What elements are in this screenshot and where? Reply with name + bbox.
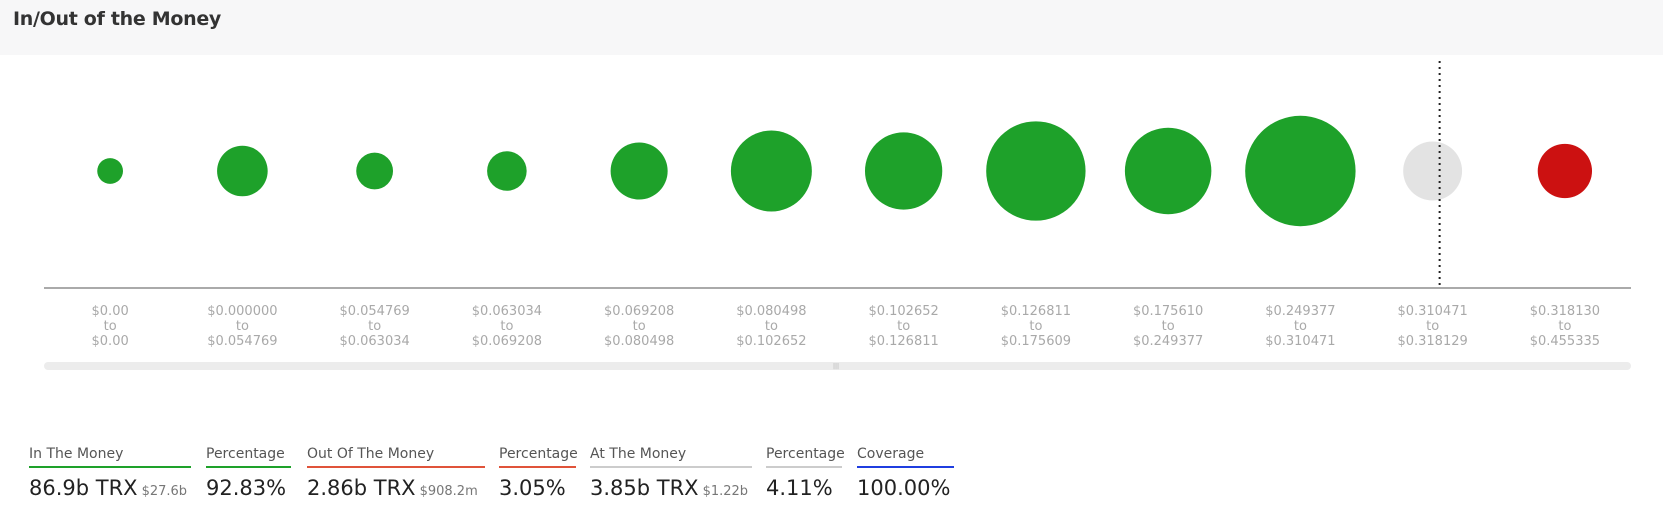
stat-value-main: 3.85b TRX xyxy=(590,476,699,500)
bubble-in-the-money[interactable] xyxy=(1245,115,1356,227)
card-title: In/Out of the Money xyxy=(13,8,222,30)
tick-label-to: $0.126811 xyxy=(868,334,938,349)
stat-label: Percentage xyxy=(499,446,578,468)
tick-label-to: $0.318129 xyxy=(1397,334,1467,349)
tick-label-from: $0.063034 xyxy=(472,304,542,319)
stat-label: Out Of The Money xyxy=(307,446,485,468)
tick-label-connector: to xyxy=(633,319,646,334)
stat-value-main: 4.11% xyxy=(766,476,833,500)
bubble-in-the-money[interactable] xyxy=(610,142,668,200)
bubble-in-the-money[interactable] xyxy=(1124,127,1212,215)
tick-label-from: $0.126811 xyxy=(1001,304,1071,319)
stat-label: In The Money xyxy=(29,446,191,468)
stat-value: 3.85b TRX $1.22b xyxy=(590,476,752,500)
stat-label: Percentage xyxy=(206,446,291,468)
tick-label-connector: to xyxy=(1162,319,1175,334)
bubble-in-the-money[interactable] xyxy=(487,151,527,191)
stat-coverage: Coverage 100.00% xyxy=(857,446,954,500)
tick-label-to: $0.310471 xyxy=(1265,334,1335,349)
tick-label-connector: to xyxy=(104,319,117,334)
bubble-in-the-money[interactable] xyxy=(97,158,124,184)
stat-in-the-money: In The Money 86.9b TRX $27.6b xyxy=(29,446,191,500)
stat-value-main: 3.05% xyxy=(499,476,566,500)
tick-label-connector: to xyxy=(1426,319,1439,334)
tick-label-to: $0.175609 xyxy=(1001,334,1071,349)
card-header: In/Out of the Money xyxy=(0,0,1663,55)
tick-label-to: $0.455335 xyxy=(1530,334,1600,349)
bubble-in-the-money[interactable] xyxy=(730,130,812,212)
tick-label-from: $0.000000 xyxy=(207,304,277,319)
tick-label-from: $0.00 xyxy=(92,304,129,319)
tick-label-to: $0.249377 xyxy=(1133,334,1203,349)
tick-label-to: $0.102652 xyxy=(736,334,806,349)
stat-value: 4.11% xyxy=(766,476,842,500)
stat-value: 92.83% xyxy=(206,476,291,500)
stat-in-the-money-percentage: Percentage 92.83% xyxy=(206,446,291,500)
tick-label-connector: to xyxy=(1294,319,1307,334)
tick-label-from: $0.175610 xyxy=(1133,304,1203,319)
stat-value-usd: $908.2m xyxy=(419,484,478,499)
stat-value-main: 100.00% xyxy=(857,476,951,500)
tick-label-connector: to xyxy=(500,319,513,334)
tick-label-to: $0.054769 xyxy=(207,334,277,349)
stat-out-of-the-money-percentage: Percentage 3.05% xyxy=(499,446,578,500)
bubble-in-the-money[interactable] xyxy=(864,132,943,210)
tick-label-from: $0.318130 xyxy=(1530,304,1600,319)
stat-value: 100.00% xyxy=(857,476,954,500)
stat-label: At The Money xyxy=(590,446,752,468)
tick-label-to: $0.069208 xyxy=(472,334,542,349)
tick-label-from: $0.080498 xyxy=(736,304,806,319)
stat-value-usd: $27.6b xyxy=(141,484,188,499)
tick-label-from: $0.102652 xyxy=(868,304,938,319)
stat-out-of-the-money: Out Of The Money 2.86b TRX $908.2m xyxy=(307,446,485,500)
bubble-out-the-money[interactable] xyxy=(1537,143,1593,199)
tick-label-connector: to xyxy=(1029,319,1042,334)
stat-value: 3.05% xyxy=(499,476,576,500)
stat-value-main: 2.86b TRX xyxy=(307,476,416,500)
tick-label-from: $0.249377 xyxy=(1265,304,1335,319)
stat-at-the-money-percentage: Percentage 4.11% xyxy=(766,446,845,500)
bubble-in-the-money[interactable] xyxy=(356,152,394,190)
stat-label: Coverage xyxy=(857,446,954,468)
tick-label-connector: to xyxy=(236,319,249,334)
chart-scrollbar[interactable] xyxy=(44,362,1631,370)
stat-value-usd: $1.22b xyxy=(702,484,749,499)
stat-label: Percentage xyxy=(766,446,845,468)
tick-label-to: $0.00 xyxy=(92,334,129,349)
bubble-in-the-money[interactable] xyxy=(986,121,1086,221)
tick-label-connector: to xyxy=(368,319,381,334)
tick-label-connector: to xyxy=(765,319,778,334)
stat-value-main: 86.9b TRX xyxy=(29,476,138,500)
tick-label-from: $0.069208 xyxy=(604,304,674,319)
tick-label-to: $0.080498 xyxy=(604,334,674,349)
bubble-at-the-money[interactable] xyxy=(1403,141,1463,201)
tick-label-from: $0.310471 xyxy=(1397,304,1467,319)
tick-label-from: $0.054769 xyxy=(339,304,409,319)
stat-value-main: 92.83% xyxy=(206,476,287,500)
stat-value: 86.9b TRX $27.6b xyxy=(29,476,191,500)
bubble-in-the-money[interactable] xyxy=(217,145,268,197)
scrollbar-grip-icon[interactable]: ||| xyxy=(833,363,840,370)
tick-label-to: $0.063034 xyxy=(339,334,409,349)
stat-value: 2.86b TRX $908.2m xyxy=(307,476,485,500)
stat-at-the-money: At The Money 3.85b TRX $1.22b xyxy=(590,446,752,500)
tick-label-connector: to xyxy=(897,319,910,334)
tick-label-connector: to xyxy=(1558,319,1571,334)
